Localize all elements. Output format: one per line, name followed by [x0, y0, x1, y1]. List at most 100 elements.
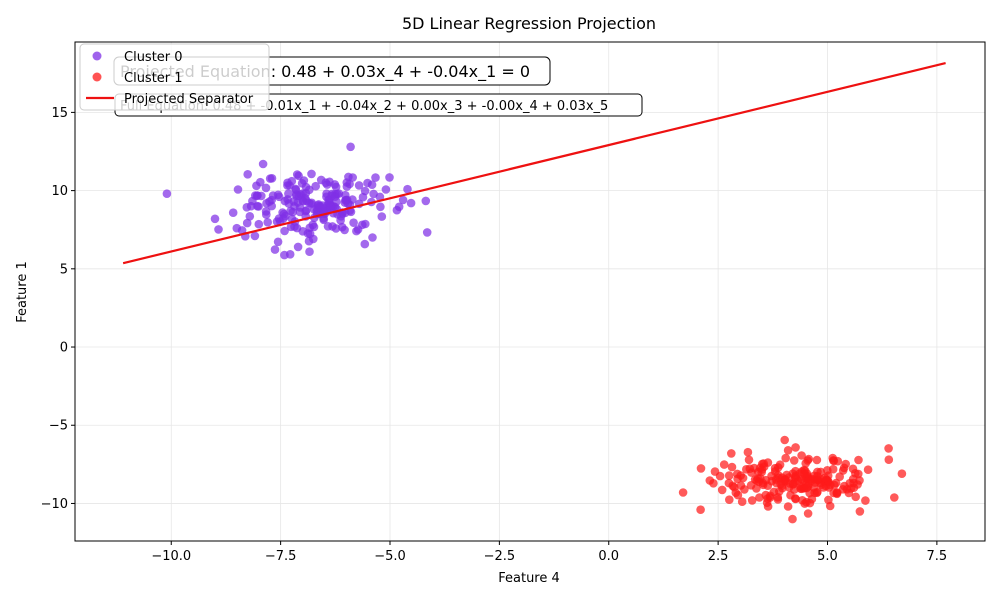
data-point	[890, 493, 899, 502]
data-point	[788, 480, 798, 489]
data-point	[780, 435, 789, 445]
data-point	[812, 455, 822, 465]
data-point	[884, 455, 894, 465]
data-point	[406, 198, 416, 208]
data-point	[280, 250, 289, 260]
data-point	[358, 220, 367, 230]
x-tick-label: −2.5	[484, 549, 516, 564]
data-point	[358, 192, 368, 202]
data-point	[301, 206, 310, 216]
data-point	[727, 449, 736, 458]
data-point	[368, 233, 377, 242]
data-point	[281, 211, 290, 221]
data-point	[263, 218, 273, 227]
data-point	[360, 239, 370, 249]
y-axis-label: Feature 1	[15, 261, 30, 323]
data-point	[381, 185, 391, 194]
data-point	[316, 175, 326, 185]
data-point	[743, 447, 753, 457]
data-point	[398, 195, 408, 205]
data-point	[375, 192, 385, 202]
series-1	[678, 435, 907, 524]
data-point	[265, 174, 275, 183]
data-point	[813, 467, 822, 477]
data-point	[305, 229, 315, 239]
data-point	[806, 476, 816, 486]
data-point	[253, 201, 262, 211]
data-point	[254, 219, 264, 229]
data-point	[678, 488, 688, 497]
data-point	[770, 463, 780, 473]
data-point	[727, 462, 737, 472]
data-point	[255, 177, 265, 187]
data-point	[854, 455, 863, 465]
data-point	[776, 479, 785, 489]
data-point	[803, 509, 813, 518]
data-point	[280, 226, 289, 236]
data-point	[802, 483, 811, 493]
x-axis-label: Feature 4	[498, 571, 560, 586]
data-point	[783, 502, 793, 511]
data-point	[861, 496, 870, 505]
data-point	[258, 159, 268, 169]
data-point	[305, 247, 314, 256]
data-point	[705, 476, 715, 485]
plot-frame	[74, 41, 986, 542]
legend-label-cluster-1: Cluster 1	[124, 71, 183, 86]
data-point	[724, 478, 734, 488]
data-point	[755, 493, 764, 502]
data-point	[294, 171, 303, 181]
data-point	[325, 198, 334, 207]
data-point	[737, 497, 747, 507]
data-point	[725, 495, 734, 505]
data-point	[273, 237, 283, 247]
data-point	[745, 464, 755, 474]
data-point	[791, 473, 800, 482]
data-point	[853, 480, 862, 489]
data-point	[710, 467, 720, 476]
data-point	[897, 469, 907, 479]
data-point	[747, 496, 757, 505]
x-tick-label: −5.0	[374, 549, 406, 564]
data-point	[233, 185, 243, 194]
data-point	[798, 496, 807, 505]
data-point	[744, 455, 754, 465]
data-point	[214, 225, 223, 234]
legend-marker-cluster-1	[92, 72, 102, 82]
plot-marks	[122, 62, 946, 524]
data-point	[245, 212, 255, 221]
x-tick-label: 2.5	[708, 549, 729, 564]
data-point	[261, 183, 271, 193]
x-tick-label: −10.0	[151, 549, 191, 564]
data-point	[746, 481, 756, 490]
legend-label-separator: Projected Separator	[124, 92, 254, 107]
data-point	[791, 443, 800, 452]
data-point	[789, 456, 799, 465]
legend-label-cluster-0: Cluster 0	[124, 50, 183, 65]
data-point	[252, 191, 262, 201]
data-point	[273, 190, 283, 200]
data-point	[733, 490, 743, 500]
data-point	[304, 236, 314, 246]
data-point	[327, 191, 337, 201]
data-point	[297, 179, 307, 188]
data-point	[376, 202, 385, 212]
data-point	[162, 189, 172, 198]
data-point	[422, 228, 432, 237]
data-point	[262, 210, 271, 219]
data-point	[371, 173, 380, 182]
x-tick-label: 7.5	[927, 549, 948, 564]
data-point	[367, 180, 377, 189]
data-point	[797, 451, 806, 460]
data-point	[267, 201, 277, 211]
data-point	[394, 202, 404, 212]
data-point	[293, 242, 303, 252]
legend: Cluster 0 Cluster 1 Projected Separator	[79, 43, 270, 111]
data-point	[838, 466, 848, 475]
data-point	[377, 212, 387, 221]
data-point	[763, 494, 772, 504]
data-point	[820, 473, 830, 483]
data-point	[736, 471, 745, 480]
data-point	[421, 196, 431, 206]
